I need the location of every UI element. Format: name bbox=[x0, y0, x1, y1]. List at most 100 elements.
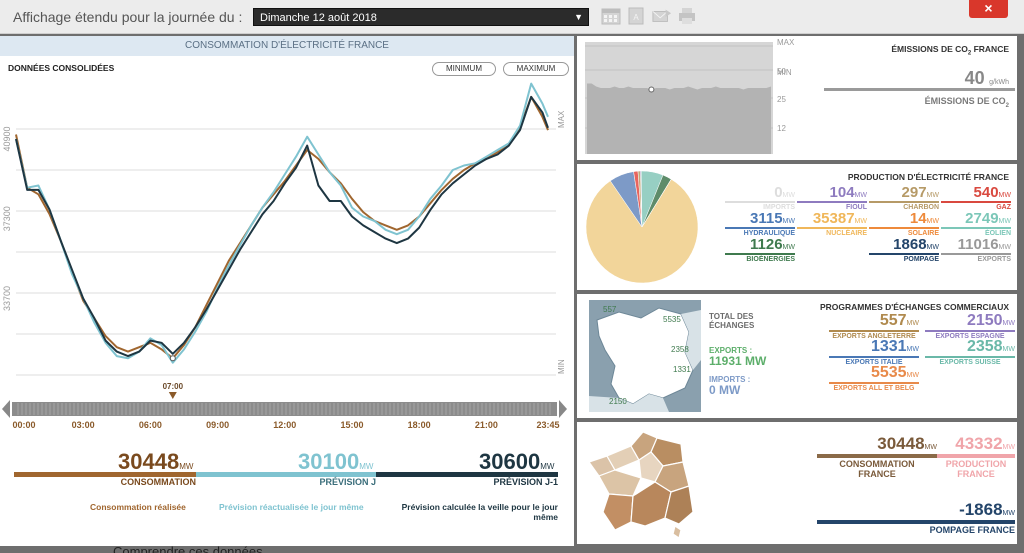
total-label: TOTAL DES ÉCHANGES bbox=[709, 312, 755, 330]
consommation-label: CONSOMMATION bbox=[120, 477, 196, 487]
production-tile-hydraulique: 3115MW HYDRAULIQUE bbox=[725, 210, 795, 237]
series-line-1 bbox=[15, 95, 549, 360]
pie-slice-nucléaire bbox=[585, 178, 699, 284]
legend-realisee: Consommation réalisée bbox=[90, 502, 186, 512]
x-tick-label: 15:00 bbox=[340, 420, 363, 430]
prevision-j-value: 30100MW bbox=[298, 449, 374, 474]
emissions-axis-label: MAX bbox=[777, 38, 795, 47]
series-line-2 bbox=[15, 82, 549, 364]
min-side-label: MIN bbox=[557, 359, 566, 374]
prevision-j1-bar bbox=[376, 472, 558, 477]
emissions-area bbox=[587, 83, 771, 154]
region-production-tile: 43332MW PRODUCTION FRANCE bbox=[937, 434, 1015, 479]
emissions-title: ÉMISSIONS DE CO2 FRANCE bbox=[891, 44, 1009, 57]
exchange-tile-4: 2358MW EXPORTS SUISSE bbox=[925, 338, 1015, 366]
map-label-es: 2150 bbox=[609, 397, 627, 406]
x-tick-label: 06:00 bbox=[139, 420, 162, 430]
emissions-axis-label: 12 bbox=[777, 124, 786, 133]
legend-veille: Prévision calculée la veille pour le jou… bbox=[401, 502, 558, 522]
production-title: PRODUCTION D'ÉLECTRICITÉ FRANCE bbox=[847, 172, 1009, 182]
emissions-marker bbox=[648, 86, 655, 93]
y-tick-label: 37300 bbox=[2, 206, 12, 231]
map-label-be: 5535 bbox=[663, 315, 681, 324]
production-tile-fioul: 104MW FIOUL bbox=[797, 184, 867, 211]
max-side-label: MAX bbox=[557, 110, 566, 128]
exchange-tile-1: 557MW EXPORTS ANGLETERRE bbox=[829, 312, 919, 340]
top-toolbar: Affichage étendu pour la journée du : Di… bbox=[0, 0, 1024, 34]
production-tile-éolien: 2749MW ÉOLIEN bbox=[941, 210, 1011, 237]
svg-text:A: A bbox=[633, 13, 639, 22]
calendar-icon[interactable] bbox=[601, 7, 621, 25]
map-label-uk: 557 bbox=[603, 305, 617, 314]
imports-total: 0 MW bbox=[709, 383, 741, 397]
current-time-dot bbox=[169, 355, 176, 362]
document-icon[interactable]: A bbox=[626, 7, 646, 25]
production-tile-solaire: 14MW SOLAIRE bbox=[869, 210, 939, 237]
emissions-value: 40 g/kWh bbox=[964, 68, 1009, 88]
panel-title: CONSOMMATION D'ÉLECTRICITÉ FRANCE bbox=[0, 36, 574, 56]
pie-slice-solaire bbox=[641, 178, 672, 228]
close-button[interactable]: × bbox=[969, 0, 1008, 18]
emissions-label: ÉMISSIONS DE CO2 bbox=[924, 96, 1009, 109]
production-tile-imports: 0MW IMPORTS bbox=[725, 184, 795, 211]
production-tile-charbon: 297MW CHARBON bbox=[869, 184, 939, 211]
prevision-j-bar bbox=[196, 472, 376, 477]
production-tile-bioénergies: 1126MW BIOÉNERGIES bbox=[725, 236, 795, 263]
chevron-down-icon: ▼ bbox=[574, 12, 583, 22]
minimum-button[interactable]: MINIMUM bbox=[432, 62, 496, 76]
series-line-3 bbox=[15, 95, 549, 358]
mail-icon[interactable] bbox=[652, 7, 672, 25]
y-tick-label: 33700 bbox=[2, 286, 12, 311]
prevision-j1-label: PRÉVISION J-1 bbox=[493, 477, 558, 487]
legend-reactualisee: Prévision réactualisée le jour même bbox=[219, 502, 364, 512]
maximum-button[interactable]: MAXIMUM bbox=[503, 62, 569, 76]
exports-label: EXPORTS : bbox=[709, 346, 753, 355]
scroll-left-icon[interactable] bbox=[2, 400, 10, 418]
production-panel: PRODUCTION D'ÉLECTRICITÉ FRANCE 0MW IMPOR… bbox=[577, 164, 1017, 290]
consumption-panel: CONSOMMATION D'ÉLECTRICITÉ FRANCE DONNÉE… bbox=[0, 36, 574, 546]
exchange-tile-2: 2150MW EXPORTS ESPAGNE bbox=[925, 312, 1015, 340]
prevision-j-label: PRÉVISION J bbox=[319, 477, 376, 487]
production-tile-nucléaire: 35387MW NUCLÉAIRE bbox=[797, 210, 867, 237]
region-pompage-tile: -1868MW POMPAGE FRANCE bbox=[817, 500, 1015, 535]
emissions-axis-label: MIN bbox=[777, 68, 792, 77]
x-tick-label: 09:00 bbox=[206, 420, 229, 430]
consolidated-label: DONNÉES CONSOLIDÉES bbox=[8, 63, 115, 73]
map-label-it: 1331 bbox=[673, 365, 691, 374]
production-tile-gaz: 540MW GAZ bbox=[941, 184, 1011, 211]
exchanges-panel: 557 5535 2358 1331 2150 TOTAL DES ÉCHANGE… bbox=[577, 294, 1017, 418]
marker-arrow-icon bbox=[168, 392, 177, 399]
imports-label: IMPORTS : bbox=[709, 375, 751, 384]
x-tick-label: 18:00 bbox=[408, 420, 431, 430]
regions-panel: 30448MW CONSOMMATION FRANCE 43332MW PRODU… bbox=[577, 422, 1017, 544]
x-tick-label: 03:00 bbox=[72, 420, 95, 430]
x-tick-label: 21:00 bbox=[475, 420, 498, 430]
time-scrubber bbox=[12, 402, 557, 416]
exchange-tile-3: 1331MW EXPORTS ITALIE bbox=[829, 338, 919, 366]
emissions-axis-label: 25 bbox=[777, 95, 786, 104]
date-label: Affichage étendu pour la journée du : bbox=[13, 9, 243, 25]
date-select[interactable]: Dimanche 12 août 2018 ▼ bbox=[253, 8, 589, 26]
prevision-j1-value: 30600MW bbox=[479, 449, 555, 474]
region-consommation-tile: 30448MW CONSOMMATION FRANCE bbox=[817, 434, 937, 479]
map-label-ch: 2358 bbox=[671, 345, 689, 354]
emissions-bar bbox=[824, 88, 1015, 91]
consumption-chart: 40900 37300 33700 MAX MIN 07:00 00:00 03:00 06:0… bbox=[2, 82, 567, 430]
production-tile-pompage: 1868MW POMPAGE bbox=[869, 236, 939, 263]
exports-total: 11931 MW bbox=[709, 354, 767, 368]
print-icon[interactable] bbox=[677, 7, 697, 25]
x-tick-label: 00:00 bbox=[12, 420, 35, 430]
x-tick-label: 23:45 bbox=[536, 420, 559, 430]
production-pie bbox=[585, 170, 699, 284]
scroll-right-icon[interactable] bbox=[559, 400, 567, 418]
emissions-panel: MAX MIN 50 25 12 ÉMISSIONS DE CO2 FRANCE 40 … bbox=[577, 36, 1017, 160]
consommation-bar bbox=[14, 472, 196, 477]
marker-time-label: 07:00 bbox=[163, 382, 184, 391]
exchange-tile-5: 5535MW EXPORTS ALL ET BELG bbox=[829, 364, 919, 392]
emissions-axis-label: 50 bbox=[777, 67, 786, 76]
exchanges-title: PROGRAMMES D'ÉCHANGES COMMERCIAUX bbox=[819, 302, 1009, 312]
understand-data-link[interactable]: Comprendre ces données bbox=[113, 544, 263, 553]
consommation-value: 30448MW bbox=[118, 449, 194, 474]
france-regions-map bbox=[588, 431, 694, 538]
